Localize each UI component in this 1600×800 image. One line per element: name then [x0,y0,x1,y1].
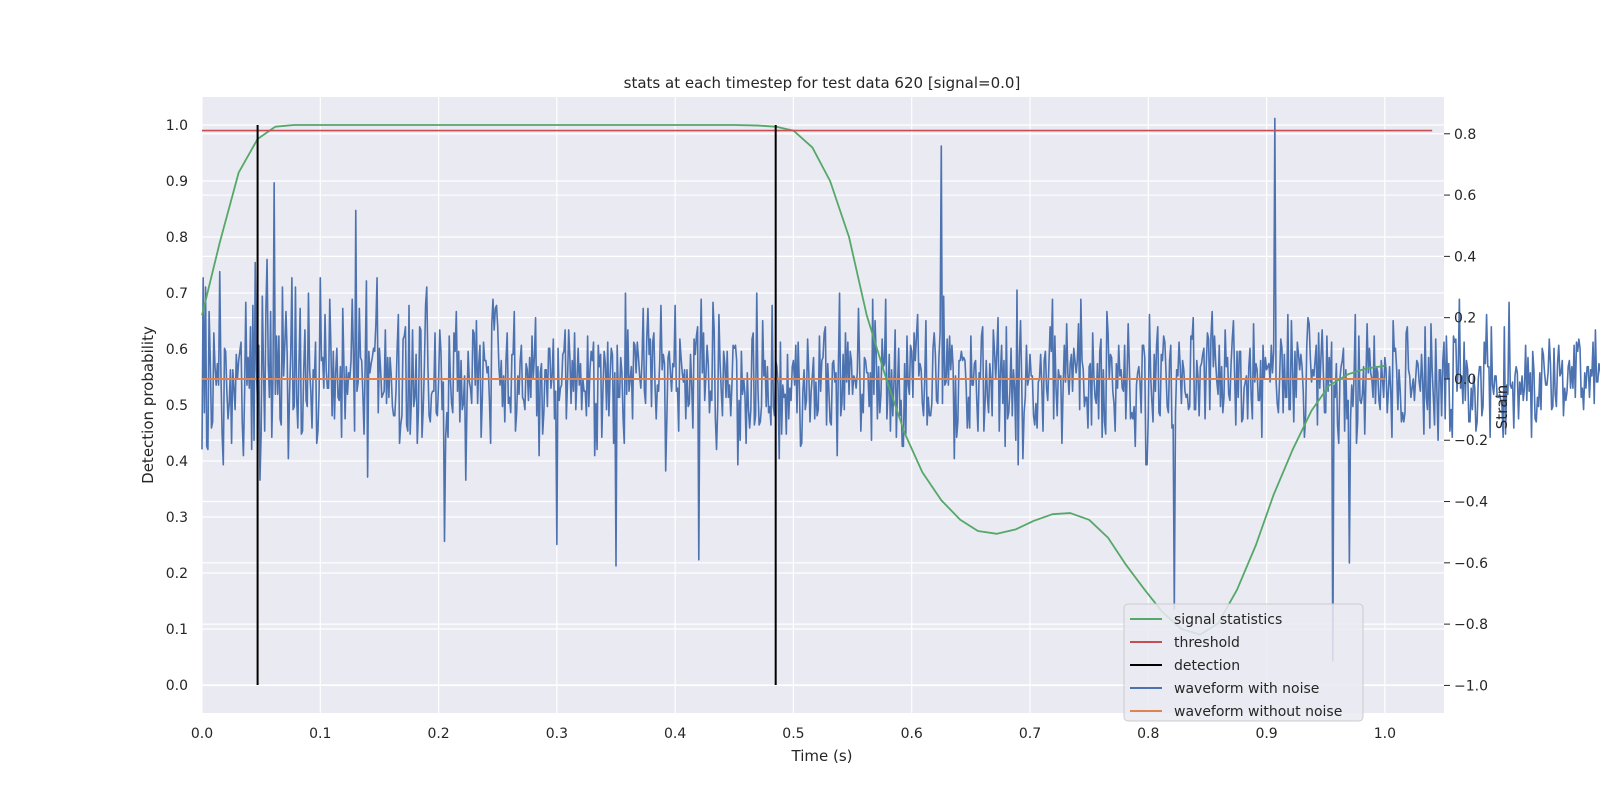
x-tick-label: 0.4 [664,726,686,742]
legend-label-waveform-without-noise: waveform without noise [1174,704,1342,720]
x-tick-label: 0.1 [309,726,331,742]
y-tick-label: 0.7 [166,286,188,302]
y-tick-label: 0.0 [166,678,188,694]
x-tick-label: 0.2 [427,726,449,742]
y-tick-label: 0.8 [166,230,188,246]
y-tick-label: 0.3 [166,510,188,526]
x-tick-label: 0.0 [191,726,213,742]
y2-tick-label: 0.0 [1454,372,1476,388]
legend-label-waveform-with-noise: waveform with noise [1174,681,1319,697]
series-layer [201,117,1600,685]
x-tick-label: 0.9 [1255,726,1277,742]
legend-label-signal-statistics: signal statistics [1174,612,1282,628]
y2-tick-label: −1.0 [1454,678,1488,694]
y-tick-label: 0.5 [166,398,188,414]
y2-tick-label: −0.4 [1454,495,1488,511]
y-tick-label: 0.9 [166,174,188,190]
x-tick-label: 0.3 [546,726,568,742]
series-waveform-with-noise [201,117,1600,662]
y-tick-label: 0.1 [166,622,188,638]
y2-tick-label: 0.8 [1454,127,1476,143]
y-tick-label: 0.4 [166,454,188,470]
chart-title: stats at each timestep for test data 620… [624,74,1021,92]
y-tick-label: 0.6 [166,342,188,358]
x-tick-label: 0.6 [901,726,923,742]
legend-box [1123,603,1364,722]
y2-axis-title: Strain [1493,385,1511,429]
y-axis-ticks: 0.0 0.1 0.2 0.3 0.4 0.5 0.6 0.7 0.8 0.9 1.0 [166,118,188,694]
series-signal-statistics [201,124,1385,636]
y2-tick-label: −0.6 [1454,556,1488,572]
y-axis-title: Detection probability [139,326,157,484]
x-tick-label: 0.5 [782,726,804,742]
legend-label-detection: detection [1174,658,1240,674]
x-axis-title: Time (s) [791,747,853,765]
y2-tick-label: −0.8 [1454,617,1488,633]
y-tick-label: 0.2 [166,566,188,582]
y2-tick-label: 0.2 [1454,311,1476,327]
legend: signal statistics threshold detection wavef… [1123,603,1364,722]
y2-axis-ticks: −1.0 −0.8 −0.6 −0.4 −0.2 0.0 0.2 0.4 0.6 0.8 [1444,127,1488,694]
x-tick-label: 1.0 [1374,726,1396,742]
x-tick-label: 0.7 [1019,726,1041,742]
y2-tick-label: 0.6 [1454,188,1476,204]
y-tick-label: 1.0 [166,118,188,134]
y2-tick-label: −0.2 [1454,433,1488,449]
x-axis-ticks: 0.0 0.1 0.2 0.3 0.4 0.5 0.6 0.7 0.8 0.9 1.0 [191,726,1396,742]
x-tick-label: 0.8 [1137,726,1159,742]
legend-label-threshold: threshold [1174,635,1240,651]
y2-tick-label: 0.4 [1454,249,1476,265]
